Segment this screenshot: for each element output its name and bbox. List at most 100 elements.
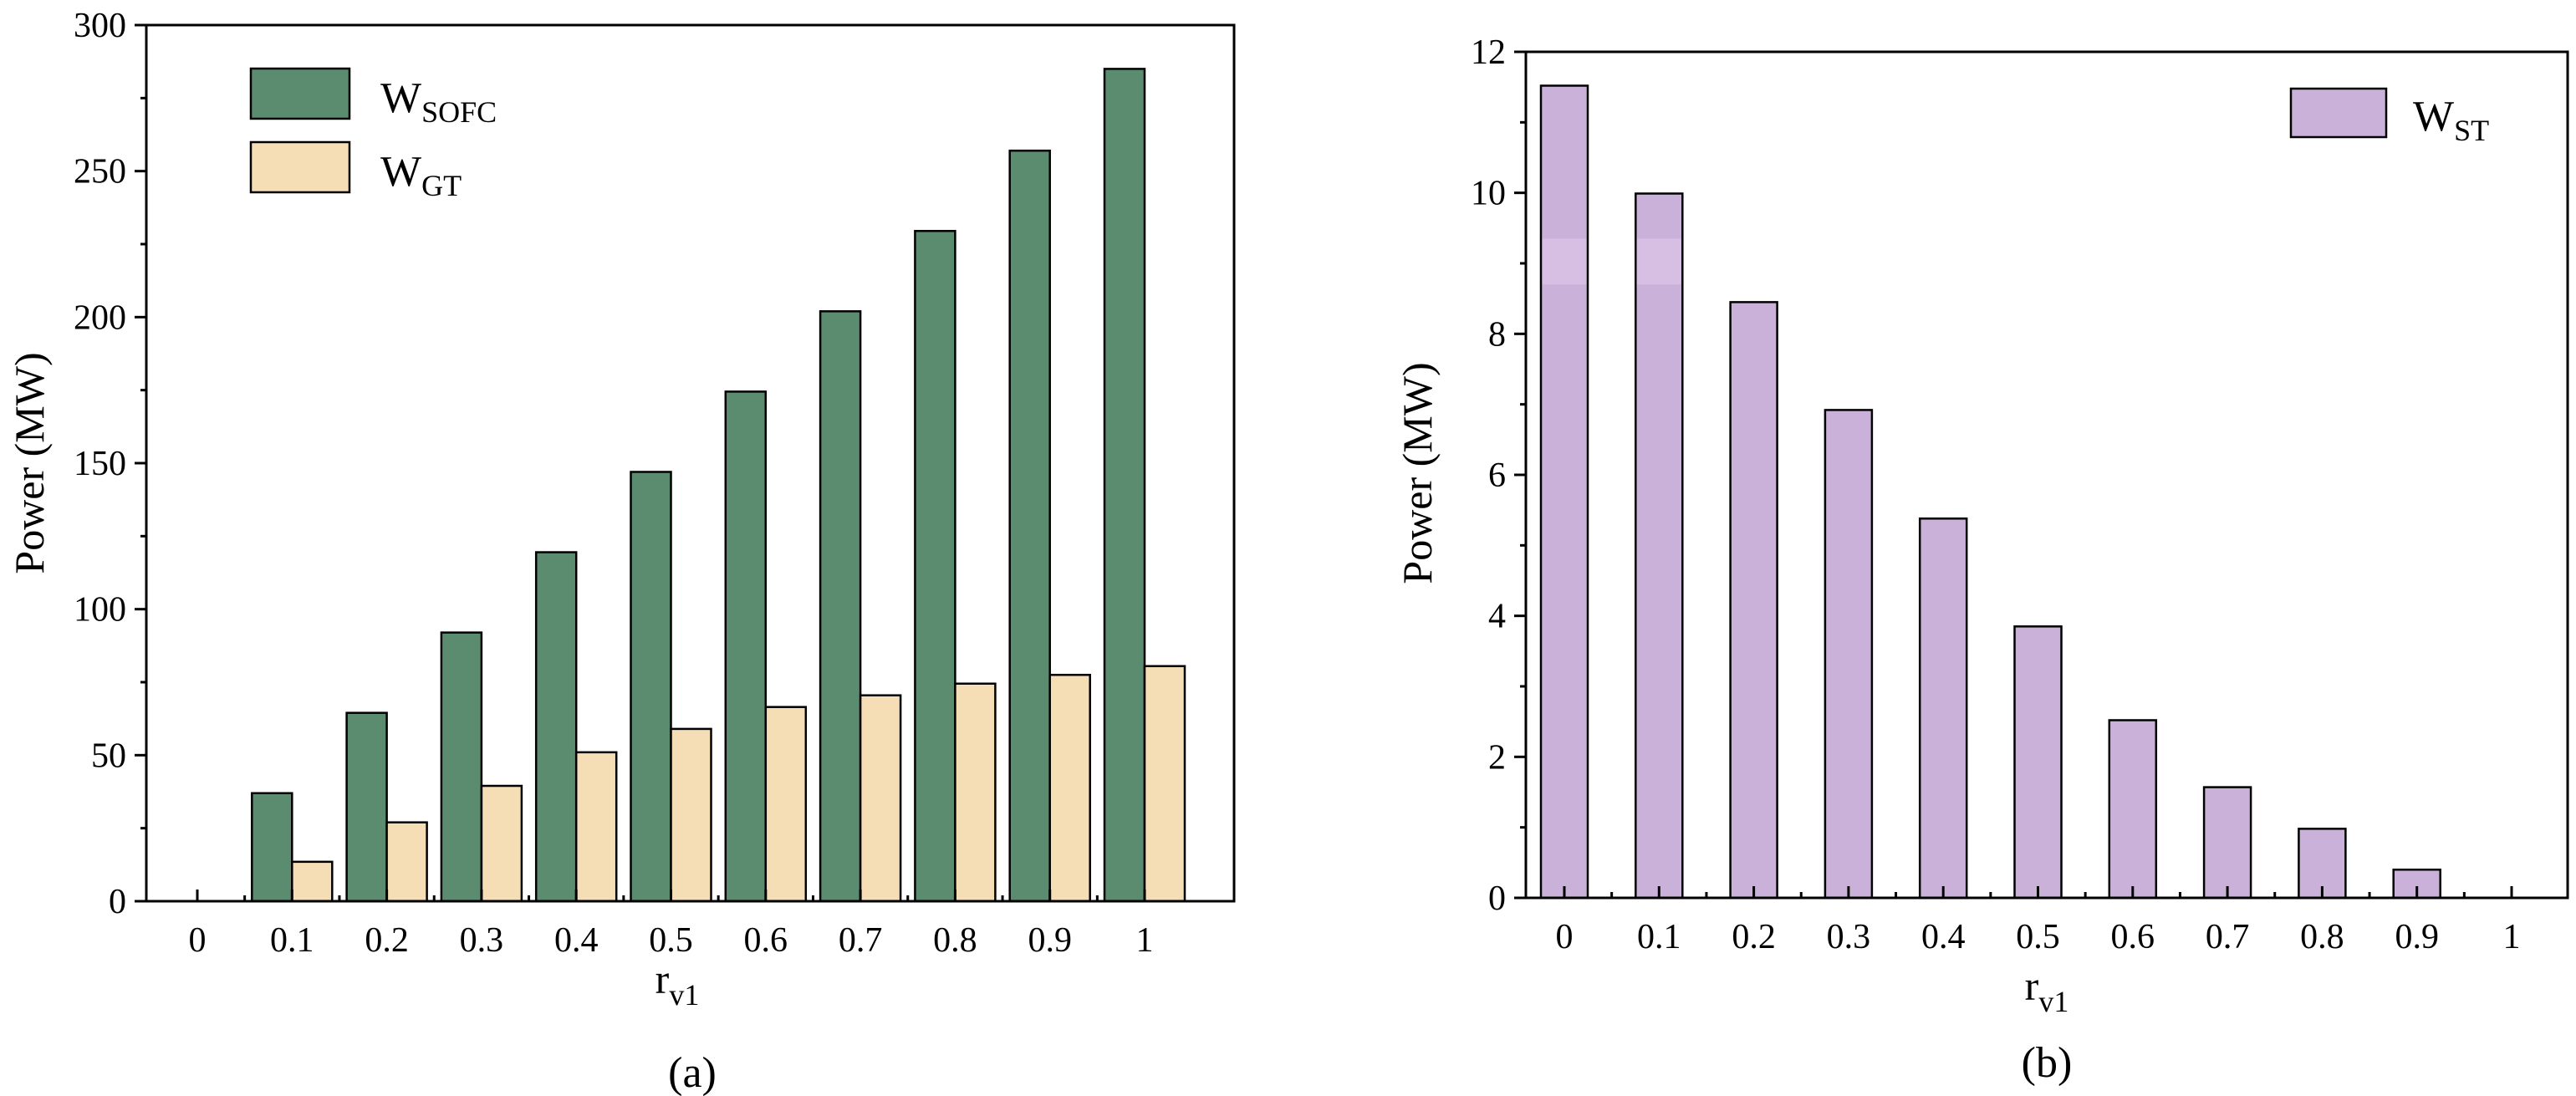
chart-a-x-axis-title: rv1 <box>655 956 700 1012</box>
chart-b-bar-st-0.1 <box>1635 192 1684 900</box>
chart-a-y-tick-labels: 0 50 100 150 200 250 300 <box>74 7 126 921</box>
chart-a-ticks <box>135 23 1146 903</box>
chart-b-x-tick-label-0.2: 0.2 <box>1732 918 1776 956</box>
chart-b-caption: (b) <box>2022 1039 2073 1087</box>
chart-b-bar-sheen-0 <box>1542 238 1587 285</box>
chart-b-x-tick-label-0.7: 0.7 <box>2206 918 2250 956</box>
chart-a-bar-sofc-0.8 <box>914 230 956 903</box>
chart-b-x-tick-label-0.1: 0.1 <box>1637 918 1681 956</box>
chart-a-bar-sofc-0.7 <box>819 310 862 903</box>
chart-b-x-axis-title: rv1 <box>2025 962 2069 1018</box>
chart-a-y-axis-title: Power (MW) <box>6 352 53 573</box>
chart-a-bar-gt-0.2 <box>385 821 428 903</box>
chart-a-bar-gt-0.6 <box>764 706 808 903</box>
chart-b-x-tick-label-0.9: 0.9 <box>2395 918 2439 956</box>
chart-b-x-tick-label-0.6: 0.6 <box>2111 918 2155 956</box>
chart-b-bar-st-0.7 <box>2202 786 2252 900</box>
chart-a-bar-gt-0.1 <box>291 860 334 903</box>
chart-a-legend: WSOFC WGT <box>249 67 497 202</box>
chart-b-bar-st-0.4 <box>1918 517 1968 900</box>
chart-a-bar-sofc-0.5 <box>630 471 672 903</box>
chart-a-y-tick-label-300: 300 <box>74 7 126 45</box>
chart-b-y-tick-label-12: 12 <box>1471 33 1506 72</box>
chart-b-x-tick-label-0.3: 0.3 <box>1827 918 1871 956</box>
chart-a-x-tick-label-0.7: 0.7 <box>839 921 883 960</box>
chart-a-y-tick-label-150: 150 <box>74 445 126 483</box>
chart-b-y-tick-label-4: 4 <box>1488 598 1506 636</box>
chart-a-x-tick-labels: 0 0.1 0.2 0.3 0.4 0.5 0.6 0.7 0.8 0.9 1 <box>189 921 1154 960</box>
chart-a-bar-gt-0.8 <box>954 682 997 903</box>
chart-b-x-tick-label-0.8: 0.8 <box>2300 918 2344 956</box>
chart-b-bar-st-0.5 <box>2013 625 2063 900</box>
chart-a-caption: (a) <box>668 1049 717 1096</box>
chart-a-legend-swatch-gt <box>249 140 351 194</box>
chart-b-x-axis-title-sub: v1 <box>2038 985 2068 1018</box>
chart-a-x-axis-title-main: r <box>655 956 670 1002</box>
chart-b-x-axis-title-main: r <box>2025 962 2039 1009</box>
chart-a-x-tick-label-0.9: 0.9 <box>1028 921 1072 960</box>
chart-b-bar-st-0.2 <box>1729 301 1778 900</box>
chart-a-legend-label-sofc-main: W <box>380 74 421 122</box>
chart-a-y-tick-label-200: 200 <box>74 298 126 337</box>
chart-a-bar-sofc-0.6 <box>724 390 768 903</box>
chart-a-bar-sofc-0.1 <box>251 792 293 903</box>
chart-b-y-tick-label-6: 6 <box>1488 456 1506 495</box>
chart-b-bar-st-0.6 <box>2108 719 2158 900</box>
chart-a-x-axis-title-sub: v1 <box>669 978 699 1012</box>
chart-a-bar-gt-0.3 <box>480 784 523 903</box>
chart-a-x-tick-label-0.8: 0.8 <box>933 921 977 960</box>
chart-panel-a: 0 50 100 150 200 250 300 0 0.1 0.2 0.3 0.4 0.5 0.6 0.… <box>6 7 1236 1096</box>
chart-b-x-tick-label-1: 1 <box>2503 918 2521 956</box>
chart-a-legend-label-gt-main: W <box>380 148 421 196</box>
chart-a-bar-gt-0.5 <box>670 727 712 903</box>
chart-a-legend-label-gt-sub: GT <box>421 169 462 202</box>
chart-a-bar-sofc-0.3 <box>440 631 483 903</box>
chart-a-x-tick-label-1: 1 <box>1136 921 1154 960</box>
chart-a-bar-gt-0.4 <box>574 751 618 903</box>
chart-b-x-tick-label-0.5: 0.5 <box>2016 918 2060 956</box>
chart-b-bar-st-0.3 <box>1824 409 1874 900</box>
chart-a-x-tick-label-0.3: 0.3 <box>460 921 504 960</box>
chart-a-x-tick-label-0.1: 0.1 <box>270 921 314 960</box>
chart-b-legend: WST <box>2289 87 2489 147</box>
chart-b-y-tick-label-2: 2 <box>1488 738 1506 777</box>
chart-a-x-tick-label-0.4: 0.4 <box>554 921 599 960</box>
chart-a-x-tick-label-0: 0 <box>189 921 207 960</box>
chart-b-legend-label-st: WST <box>2413 93 2489 147</box>
chart-b-y-tick-labels: 0 2 4 6 8 10 12 <box>1471 33 1506 918</box>
chart-b-x-tick-labels: 0 0.1 0.2 0.3 0.4 0.5 0.6 0.7 0.8 0.9 1 <box>1556 918 2521 956</box>
chart-b-bars <box>1539 84 2441 900</box>
chart-a-legend-label-sofc: WSOFC <box>380 74 497 129</box>
chart-b-x-tick-label-0: 0 <box>1556 918 1574 956</box>
chart-b-y-axis-title: Power (MW) <box>1394 362 1441 584</box>
chart-b-legend-label-st-sub: ST <box>2454 114 2489 147</box>
chart-b-bar-st-0 <box>1539 84 1589 900</box>
chart-a-legend-swatch-sofc <box>249 67 351 120</box>
chart-a-y-tick-label-100: 100 <box>74 591 126 630</box>
chart-b-legend-label-st-main: W <box>2413 93 2454 140</box>
chart-b-y-tick-label-8: 8 <box>1488 315 1506 354</box>
chart-a-x-tick-label-0.5: 0.5 <box>649 921 693 960</box>
chart-a-y-tick-label-0: 0 <box>109 883 126 921</box>
chart-a-bar-gt-0.9 <box>1048 674 1091 903</box>
chart-a-x-tick-label-0.2: 0.2 <box>365 921 409 960</box>
chart-a-y-tick-label-50: 50 <box>91 737 126 775</box>
chart-b-y-tick-label-10: 10 <box>1471 175 1506 213</box>
chart-b-y-tick-label-0: 0 <box>1488 879 1506 918</box>
chart-a-x-tick-label-0.6: 0.6 <box>744 921 788 960</box>
chart-a-legend-label-sofc-sub: SOFC <box>421 95 497 129</box>
chart-a-bar-gt-0.7 <box>859 694 902 903</box>
chart-a-legend-label-gt: WGT <box>380 148 462 202</box>
chart-b-legend-swatch-st <box>2289 87 2388 139</box>
chart-b-bar-sheen-0.1 <box>1636 238 1681 285</box>
chart-a-bar-sofc-0.2 <box>345 711 388 903</box>
chart-a-bar-sofc-0.4 <box>534 551 578 903</box>
chart-a-bars <box>251 68 1186 903</box>
chart-a-bar-sofc-1 <box>1103 68 1146 903</box>
chart-a-y-tick-label-250: 250 <box>74 153 126 191</box>
chart-a-bar-sofc-0.9 <box>1008 149 1051 903</box>
chart-b-ticks <box>1514 50 2513 900</box>
chart-a-bar-gt-1 <box>1143 665 1186 903</box>
